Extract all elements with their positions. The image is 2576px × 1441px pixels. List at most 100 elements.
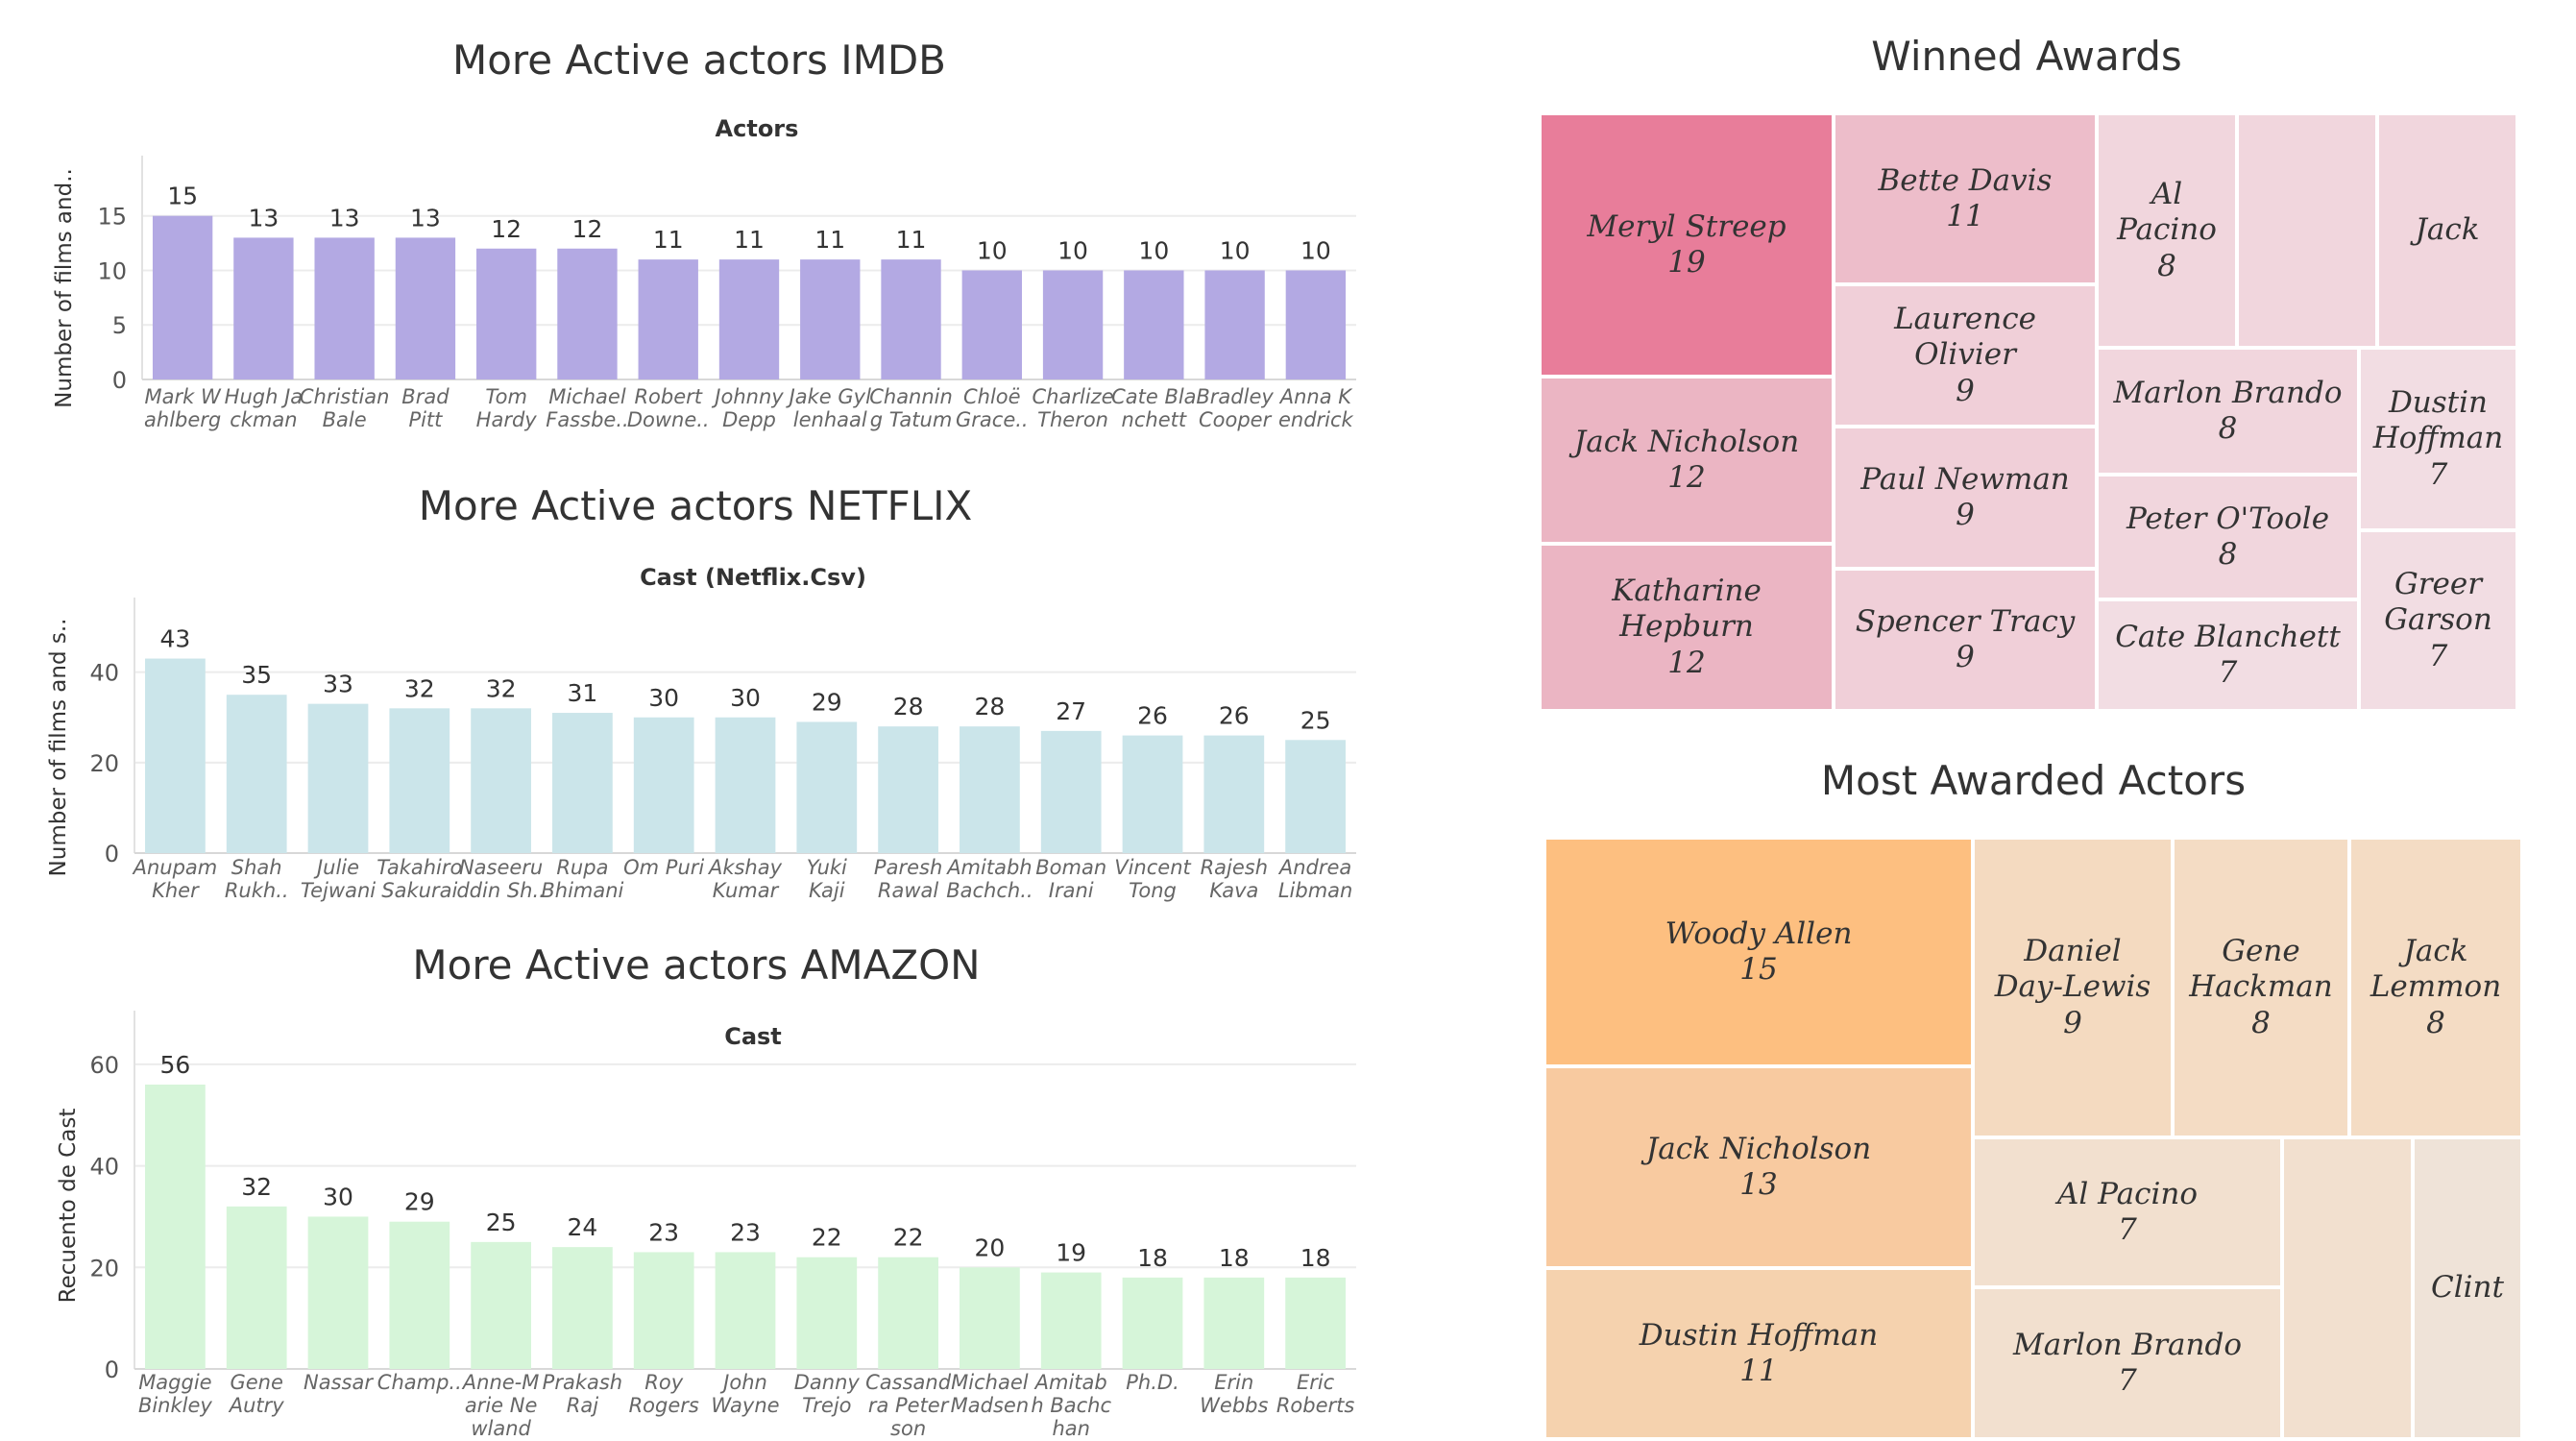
treemap-cell-label: Bette Davis 11 — [1834, 113, 2097, 284]
treemap-cell-label: Daniel Day-Lewis 9 — [1973, 838, 2173, 1137]
treemap-cell-label: Marlon Brando 8 — [2097, 348, 2359, 475]
treemap-cell — [1540, 544, 1834, 711]
treemap-cell-label: Greer Garson 7 — [2359, 530, 2517, 711]
treemap-cell-label: Gene Hackman 8 — [2173, 838, 2349, 1137]
treemap-value: 12 — [1667, 460, 1706, 495]
treemap-cell — [1540, 377, 1834, 544]
treemap-value: 19 — [1667, 245, 1706, 280]
treemap-cell — [1544, 838, 1973, 1066]
treemap-label-text: Woody Allen 15 — [1665, 916, 1853, 988]
treemap-value: 8 — [2218, 537, 2238, 572]
treemap-value: 7 — [2118, 1363, 2137, 1398]
treemap-label-text: Peter O'Toole 8 — [2126, 501, 2329, 573]
treemap-label-text: Al Pacino 7 — [2057, 1177, 2198, 1248]
treemap-value: 13 — [1739, 1167, 1778, 1202]
treemap-cell-label: Clint — [2413, 1137, 2522, 1439]
treemap-cell — [2097, 348, 2359, 475]
treemap-cell-label: Jack Nicholson 12 — [1540, 377, 1834, 544]
treemap-name: Al — [2151, 177, 2183, 212]
treemap-cell-label: Jack Nicholson 13 — [1544, 1066, 1973, 1268]
treemap-name: Dustin — [2388, 385, 2489, 421]
treemap-label-text: Daniel Day-Lewis 9 — [1995, 934, 2151, 1041]
treemap-name: Jack Nicholson — [1645, 1131, 1872, 1166]
treemap-cell — [2173, 838, 2349, 1137]
treemap-cell-label: Dustin Hoffman 7 — [2359, 348, 2517, 530]
treemap-cell — [1834, 284, 2097, 427]
treemap-name: Jack Nicholson — [1573, 424, 1800, 459]
treemap-cell — [1834, 113, 2097, 284]
treemap-label-text: Paul Newman 9 — [1860, 462, 2070, 533]
treemap-cell — [1834, 569, 2097, 711]
treemap-cell-label: Al Pacino 8 — [2097, 113, 2237, 348]
treemap-label-text: Dustin Hoffman 7 — [2373, 385, 2504, 493]
treemap-cell — [2377, 113, 2517, 348]
treemap-cell — [2097, 113, 2237, 348]
treemap-value: 8 — [2157, 248, 2176, 283]
treemap-cell-label: Woody Allen 15 — [1544, 838, 1973, 1066]
treemap-cell — [2349, 838, 2522, 1137]
treemap-cell-label: Marlon Brando 7 — [1973, 1287, 2282, 1439]
treemap-cell — [2282, 1137, 2413, 1439]
treemap-label-text: Katharine Hepburn 12 — [1545, 574, 1828, 681]
treemap-name: Clint — [2431, 1270, 2504, 1306]
treemap-value: 15 — [1739, 952, 1778, 987]
treemap-cell — [2237, 113, 2377, 348]
treemap-value: 12 — [1667, 645, 1706, 680]
treemap-cell — [1544, 1066, 1973, 1268]
treemap-name: Marlon Brando — [2013, 1327, 2242, 1362]
treemap-value: 8 — [2251, 1005, 2271, 1040]
treemap-label-text: Marlon Brando 7 — [2013, 1328, 2242, 1399]
treemap-cell-label: Laurence Olivier 9 — [1834, 284, 2097, 427]
treemap-cell-label: Cate Blanchett 7 — [2097, 599, 2359, 711]
treemap-value: 11 — [1946, 199, 1984, 233]
treemap-cell — [2359, 348, 2517, 530]
treemap-cell — [1544, 1268, 1973, 1439]
treemap-name: Paul Newman — [1860, 461, 2070, 497]
treemap-label-text: Cate Blanchett 7 — [2115, 620, 2341, 691]
treemap-cell — [1834, 427, 2097, 569]
treemap-value: 8 — [2426, 1005, 2445, 1040]
treemap-name: Bette Davis — [1878, 162, 2053, 198]
treemap-name: Cate Blanchett — [2115, 619, 2341, 654]
treemap-name: Woody Allen — [1665, 916, 1853, 951]
treemap-name: Katharine Hepburn — [1612, 574, 1762, 645]
treemap-name: Jack — [2403, 934, 2468, 969]
winned-awards-title: Winned Awards — [1871, 33, 2182, 80]
treemap-label-text: Gene Hackman 8 — [2189, 934, 2333, 1041]
treemap-cell-label: Jack — [2377, 113, 2517, 348]
treemap-value: 7 — [2118, 1212, 2137, 1247]
treemap-value: 9 — [1956, 373, 1975, 408]
treemap-name: Laurence Olivier — [1894, 302, 2036, 373]
treemap-cell — [1973, 1287, 2282, 1439]
treemap-name: Marlon Brando — [2113, 375, 2343, 410]
treemap-name: Lemmon — [2369, 969, 2502, 1005]
treemap-name: Daniel — [2024, 934, 2122, 969]
treemap-cell-label: Jack Lemmon 8 — [2349, 838, 2522, 1137]
treemap-label-text: Marlon Brando 8 — [2114, 376, 2343, 447]
treemap-name: Dustin Hoffman — [1639, 1317, 1879, 1353]
treemap-label-text: Dustin Hoffman 11 — [1640, 1318, 1878, 1389]
treemap-name: Al Pacino — [2056, 1176, 2198, 1211]
treemap-cell — [2413, 1137, 2522, 1439]
treemap-label-text: Jack — [2415, 212, 2479, 248]
treemap-value: 11 — [1739, 1354, 1778, 1388]
treemap-value: 9 — [1956, 640, 1975, 674]
treemap-name: Greer — [2394, 567, 2483, 602]
treemap-cell — [1973, 838, 2173, 1137]
treemap-cell-label: Peter O'Toole 8 — [2097, 475, 2359, 599]
treemap-value: 7 — [2218, 655, 2238, 690]
treemap-name: Hackman — [2189, 969, 2333, 1005]
treemap-cell — [1973, 1137, 2282, 1287]
treemap-cell-label: Paul Newman 9 — [1834, 427, 2097, 569]
treemap-name: Gene — [2222, 934, 2300, 969]
treemap-value: 7 — [2428, 638, 2448, 673]
treemap-name: Spencer Tracy — [1855, 603, 2076, 639]
treemap-name: Garson — [2384, 602, 2492, 638]
treemap-cell-label: Dustin Hoffman 11 — [1544, 1268, 1973, 1439]
treemap-value: 8 — [2218, 411, 2238, 446]
treemap-label-text: Jack Nicholson 13 — [1646, 1132, 1871, 1203]
treemap-label-text: Jack Nicholson 12 — [1574, 425, 1799, 496]
treemap-cell-label: Katharine Hepburn 12 — [1540, 544, 1834, 711]
